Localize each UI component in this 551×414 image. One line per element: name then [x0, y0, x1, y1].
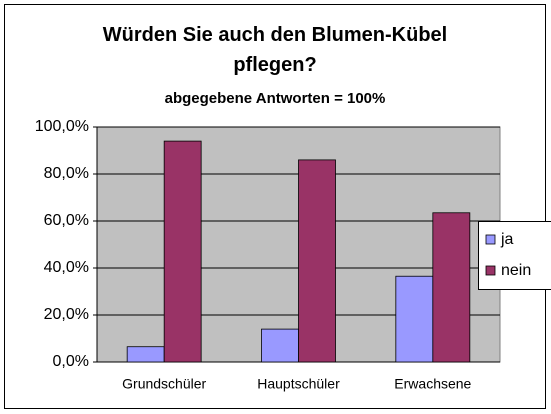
- chart-subtitle: abgegebene Antworten = 100%: [164, 90, 386, 107]
- y-tick-label: 100,0%: [35, 118, 89, 135]
- x-tick-label: Erwachsene: [394, 376, 471, 392]
- legend-label: nein: [501, 262, 531, 279]
- legend-swatch: [485, 265, 496, 276]
- legend-label: ja: [500, 231, 514, 248]
- bar: [298, 159, 336, 363]
- bar: [432, 212, 471, 363]
- y-tick-label: 40,0%: [44, 259, 89, 276]
- legend-box: [478, 221, 551, 290]
- y-tick-label: 60,0%: [44, 212, 89, 229]
- x-tick-label: Grundschüler: [122, 376, 206, 392]
- x-tick-label: Hauptschüler: [257, 376, 340, 392]
- chart-title: Würden Sie auch den Blumen-Kübel pflegen…: [102, 24, 448, 76]
- legend-swatch: [485, 234, 496, 245]
- bar: [395, 275, 434, 363]
- y-tick-label: 0,0%: [53, 353, 89, 370]
- y-tick-label: 20,0%: [44, 306, 89, 323]
- y-tick-label: 80,0%: [44, 165, 89, 182]
- bar: [261, 328, 299, 363]
- bar: [126, 346, 165, 363]
- bar: [163, 140, 202, 363]
